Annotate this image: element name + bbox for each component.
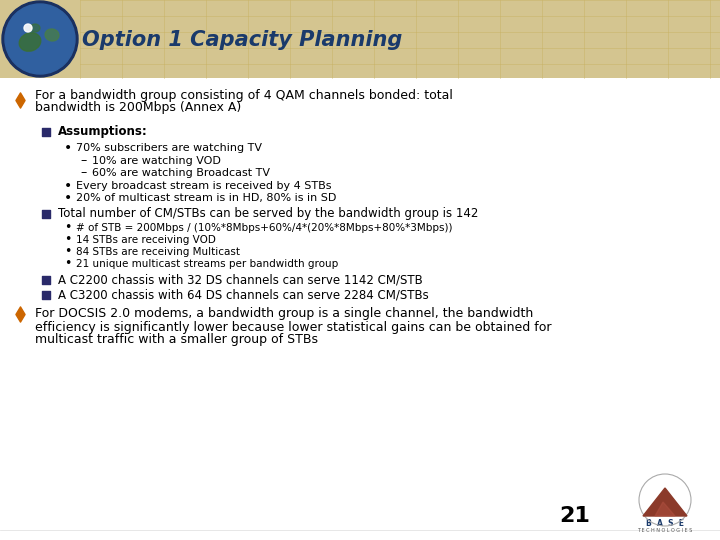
Text: Option 1 Capacity Planning: Option 1 Capacity Planning — [82, 30, 402, 50]
Text: A C3200 chassis with 64 DS channels can serve 2284 CM/STBs: A C3200 chassis with 64 DS channels can … — [58, 288, 428, 301]
Ellipse shape — [45, 29, 59, 41]
Text: T E C H N O L O G I E S: T E C H N O L O G I E S — [637, 529, 693, 534]
Text: Every broadcast stream is received by 4 STBs: Every broadcast stream is received by 4 … — [76, 181, 331, 191]
Text: bandwidth is 200Mbps (Annex A): bandwidth is 200Mbps (Annex A) — [35, 102, 241, 114]
Bar — [0, 0, 720, 78]
Circle shape — [24, 24, 32, 32]
Text: 84 STBs are receiving Multicast: 84 STBs are receiving Multicast — [76, 247, 240, 257]
Text: A C2200 chassis with 32 DS channels can serve 1142 CM/STB: A C2200 chassis with 32 DS channels can … — [58, 273, 423, 287]
Text: •: • — [64, 258, 72, 271]
Text: Total number of CM/STBs can be served by the bandwidth group is 142: Total number of CM/STBs can be served by… — [58, 207, 478, 220]
Text: For a bandwidth group consisting of 4 QAM channels bonded: total: For a bandwidth group consisting of 4 QA… — [35, 89, 453, 102]
Point — [14, 96, 26, 104]
Text: •: • — [64, 179, 72, 193]
Text: •: • — [64, 191, 72, 205]
Text: 60% are watching Broadcast TV: 60% are watching Broadcast TV — [92, 168, 270, 178]
Text: 70% subscribers are watching TV: 70% subscribers are watching TV — [76, 143, 262, 153]
Text: For DOCSIS 2.0 modems, a bandwidth group is a single channel, the bandwidth: For DOCSIS 2.0 modems, a bandwidth group… — [35, 307, 534, 321]
Point — [14, 309, 26, 318]
Text: 21 unique multicast streams per bandwidth group: 21 unique multicast streams per bandwidt… — [76, 259, 338, 269]
Text: Assumptions:: Assumptions: — [58, 125, 148, 138]
Text: –: – — [81, 154, 87, 167]
Text: –: – — [81, 166, 87, 179]
Text: efficiency is significantly lower because lower statistical gains can be obtaine: efficiency is significantly lower becaus… — [35, 321, 552, 334]
Text: 14 STBs are receiving VOD: 14 STBs are receiving VOD — [76, 235, 216, 245]
Circle shape — [5, 4, 75, 74]
Point — [40, 291, 52, 299]
Ellipse shape — [30, 24, 40, 32]
Point — [40, 127, 52, 136]
Text: # of STB = 200Mbps / (10%*8Mbps+60%/4*(20%*8Mbps+80%*3Mbps)): # of STB = 200Mbps / (10%*8Mbps+60%/4*(2… — [76, 223, 452, 233]
Text: •: • — [64, 221, 72, 234]
Point — [40, 210, 52, 218]
Text: •: • — [64, 141, 72, 155]
Point — [40, 276, 52, 285]
Circle shape — [2, 1, 78, 77]
Polygon shape — [655, 502, 675, 516]
Ellipse shape — [19, 33, 41, 51]
Text: multicast traffic with a smaller group of STBs: multicast traffic with a smaller group o… — [35, 334, 318, 347]
Text: •: • — [64, 233, 72, 246]
Text: •: • — [64, 246, 72, 259]
Text: 20% of multicast stream is in HD, 80% is in SD: 20% of multicast stream is in HD, 80% is… — [76, 193, 336, 203]
Text: 10% are watching VOD: 10% are watching VOD — [92, 156, 221, 166]
Polygon shape — [643, 488, 687, 516]
Text: 21: 21 — [559, 506, 590, 526]
Text: B  A  S  E: B A S E — [646, 519, 684, 529]
